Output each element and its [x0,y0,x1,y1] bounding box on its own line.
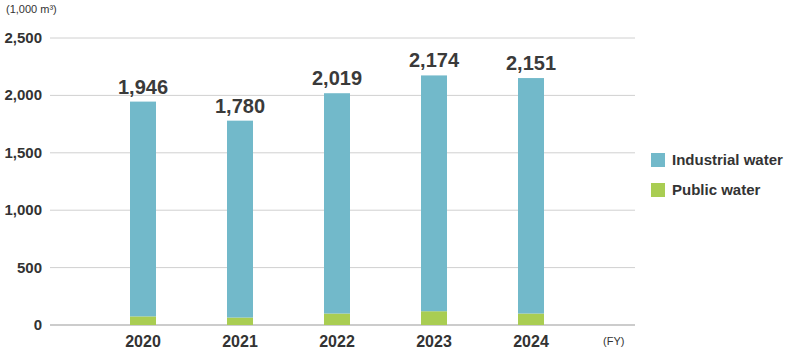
x-axis-label: (FY) [603,335,624,347]
total-label: 2,019 [312,67,362,89]
bar-segment [518,314,544,325]
total-label: 1,780 [215,95,265,117]
legend-label: Industrial water [672,151,783,168]
bar-segment [518,78,544,313]
legend-label: Public water [672,181,761,198]
bar-segment [421,311,447,325]
bar-segment [324,93,350,313]
bar-segment [130,316,156,325]
y-axis-label: (1,000 m³) [6,3,57,15]
x-tick-label: 2022 [319,333,355,350]
y-tick-label: 2,500 [4,29,42,46]
legend-swatch [651,183,665,197]
y-tick-label: 2,000 [4,86,42,103]
x-tick-label: 2023 [416,333,452,350]
legend-swatch [651,153,665,167]
y-tick-label: 1,000 [4,201,42,218]
x-tick-label: 2020 [125,333,161,350]
total-label: 2,174 [409,49,460,71]
bars [130,75,544,325]
total-label: 1,946 [118,76,168,98]
x-tick-label: 2021 [222,333,258,350]
grid-line [50,38,635,39]
y-tick-label: 1,500 [4,144,42,161]
total-label: 2,151 [506,52,556,74]
bar-segment [227,318,253,325]
y-tick-label: 500 [17,259,42,276]
bar-segment [130,102,156,317]
bar-segment [324,314,350,325]
x-tick-label: 2024 [513,333,549,350]
chart: (1,000 m³) 0 500 1,000 1,500 2,000 2,500 1,946 1… [0,0,805,350]
bar-segment [421,75,447,311]
y-tick-label: 0 [34,316,42,333]
bar-segment [227,121,253,318]
